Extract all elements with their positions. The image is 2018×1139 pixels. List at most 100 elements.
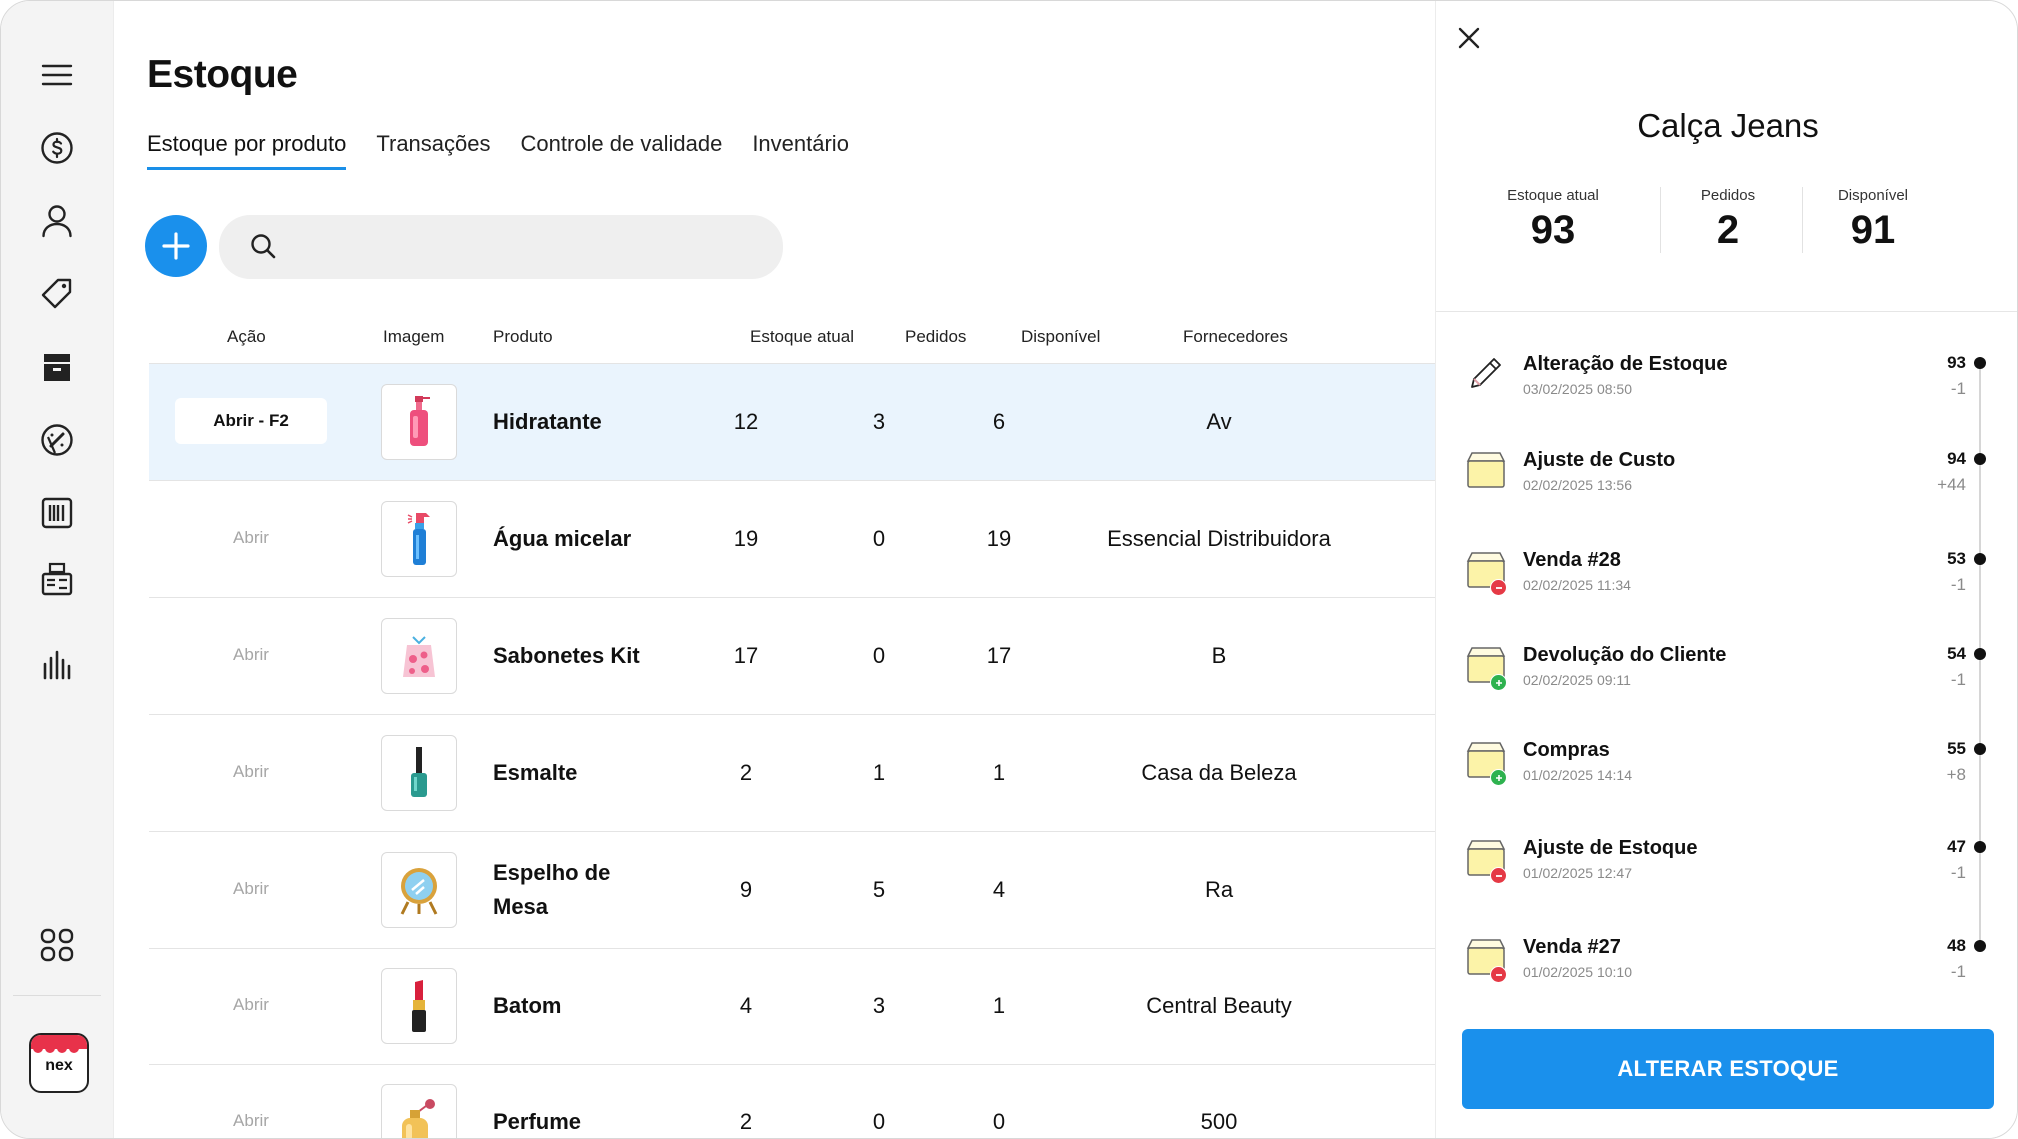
main-content: Estoque Estoque por produto Transações C… xyxy=(113,1,1435,1138)
table-row[interactable]: Abrir Perfume 2 0 0 500 xyxy=(149,1064,1435,1138)
available-value: 17 xyxy=(986,643,1012,668)
available-value: 4 xyxy=(992,877,1006,902)
available-value: 19 xyxy=(986,526,1012,551)
orders-value: 3 xyxy=(872,409,886,434)
perfume-icon xyxy=(381,1084,457,1138)
user-icon[interactable] xyxy=(37,201,77,241)
box-icon[interactable] xyxy=(37,347,77,387)
product-name: Sabonetes Kit xyxy=(493,643,640,668)
stat-disponivel: Disponível 91 xyxy=(1786,187,1960,253)
apps-icon[interactable] xyxy=(37,925,77,965)
timeline-item[interactable]: Ajuste de Custo 02/02/2025 13:56 94 +44 xyxy=(1436,449,2017,519)
table-row[interactable]: Abrir Esmalte 2 1 1 Casa da Beleza xyxy=(149,715,1435,832)
product-name: Esmalte xyxy=(493,760,578,785)
tab-estoque-por-produto[interactable]: Estoque por produto xyxy=(147,131,347,170)
stat-value: 91 xyxy=(1850,208,1896,252)
supplier-value: Casa da Beleza xyxy=(1141,760,1297,785)
stat-value: 2 xyxy=(1716,208,1740,252)
stat-value: 93 xyxy=(1530,208,1576,252)
menu-icon[interactable] xyxy=(37,55,77,95)
lotion-bottle-icon xyxy=(381,384,457,460)
table-row[interactable]: Abrir Espelho de Mesa 9 5 4 Ra xyxy=(149,832,1435,949)
search-input[interactable] xyxy=(219,215,783,279)
timeline-title: Compras xyxy=(1523,739,1610,761)
timeline-item[interactable]: Devolução do Cliente 02/02/2025 09:11 54… xyxy=(1436,644,2017,714)
product-detail-panel: Calça Jeans Estoque atual 93 Pedidos 2 D… xyxy=(1435,1,2017,1138)
col-fornecedores: Fornecedores xyxy=(1183,327,1288,346)
orders-value: 3 xyxy=(872,993,886,1018)
open-button[interactable]: Abrir - F2 xyxy=(175,398,327,444)
timeline-dot xyxy=(1974,743,1986,755)
col-imagem: Imagem xyxy=(383,327,445,346)
close-icon[interactable] xyxy=(1458,27,1480,54)
dollar-icon[interactable] xyxy=(37,128,77,168)
page-title: Estoque xyxy=(147,53,298,96)
timeline-title: Alteração de Estoque xyxy=(1523,353,1728,375)
timeline-item[interactable]: Ajuste de Estoque 01/02/2025 12:47 47 -1 xyxy=(1436,837,2017,907)
sidebar-divider xyxy=(13,995,101,996)
timeline-dot xyxy=(1974,453,1986,465)
timeline-balance: 47 xyxy=(1947,837,1966,856)
timeline-item[interactable]: Compras 01/02/2025 14:14 55 +8 xyxy=(1436,739,2017,809)
timeline-title: Venda #27 xyxy=(1523,936,1621,958)
orders-value: 0 xyxy=(872,643,886,668)
tab-transacoes[interactable]: Transações xyxy=(376,131,491,156)
sidebar: nex xyxy=(1,1,114,1138)
open-button[interactable]: Abrir xyxy=(233,528,269,547)
tab-controle-de-validade[interactable]: Controle de validade xyxy=(520,131,723,156)
table-row[interactable]: Abrir - F2 Hidratante 12 3 6 Av xyxy=(149,364,1435,481)
mirror-icon xyxy=(381,852,457,928)
open-button[interactable]: Abrir xyxy=(233,995,269,1014)
stock-value: 4 xyxy=(739,993,753,1018)
timeline-delta: +44 xyxy=(1937,475,1966,494)
table-row[interactable]: Abrir Batom 4 3 1 Central Beauty xyxy=(149,948,1435,1065)
timeline-delta: +8 xyxy=(1946,765,1966,784)
discount-icon[interactable] xyxy=(37,420,77,460)
soap-kit-icon xyxy=(381,618,457,694)
open-button[interactable]: Abrir xyxy=(233,762,269,781)
timeline-item[interactable]: Venda #28 02/02/2025 11:34 53 -1 xyxy=(1436,549,2017,619)
stock-value: 19 xyxy=(733,526,759,551)
tag-icon[interactable] xyxy=(37,274,77,314)
col-pedidos: Pedidos xyxy=(905,327,967,346)
timeline-title: Devolução do Cliente xyxy=(1523,644,1727,666)
table-row[interactable]: Abrir Sabonetes Kit 17 0 17 B xyxy=(149,598,1435,715)
nex-logo[interactable]: nex xyxy=(29,1033,89,1093)
plus-badge-icon xyxy=(1490,769,1507,786)
pencil-icon xyxy=(1466,353,1506,397)
add-button[interactable] xyxy=(145,215,207,277)
panel-divider xyxy=(1436,311,2017,312)
orders-value: 5 xyxy=(872,877,886,902)
box-icon xyxy=(1466,449,1506,493)
timeline-delta: -1 xyxy=(1950,575,1966,594)
supplier-value: Central Beauty xyxy=(1146,993,1292,1018)
timeline-dot xyxy=(1974,357,1986,369)
minus-badge-icon xyxy=(1490,867,1507,884)
barcode-icon[interactable] xyxy=(37,493,77,533)
timeline-date: 01/02/2025 12:47 xyxy=(1523,865,1632,881)
timeline-balance: 53 xyxy=(1947,549,1966,568)
timeline-balance: 94 xyxy=(1947,449,1966,468)
register-icon[interactable] xyxy=(37,559,77,599)
logo-text: nex xyxy=(45,1057,73,1074)
plus-icon xyxy=(162,232,190,260)
alterar-estoque-button[interactable]: ALTERAR ESTOQUE xyxy=(1462,1029,1994,1109)
supplier-value: 500 xyxy=(1200,1109,1238,1134)
chart-icon[interactable] xyxy=(37,645,77,685)
open-button[interactable]: Abrir xyxy=(233,1111,269,1130)
supplier-value: Ra xyxy=(1204,877,1234,902)
tab-inventario[interactable]: Inventário xyxy=(752,131,849,156)
product-name: Água micelar xyxy=(493,526,632,551)
table-row[interactable]: Abrir Água micelar 19 0 19 Essencial Dis… xyxy=(149,481,1435,598)
col-acao: Ação xyxy=(227,327,266,346)
lipstick-icon xyxy=(381,968,457,1044)
open-button[interactable]: Abrir xyxy=(233,645,269,664)
timeline-date: 01/02/2025 14:14 xyxy=(1523,767,1632,783)
timeline-item[interactable]: Alteração de Estoque 03/02/2025 08:50 93… xyxy=(1436,353,2017,423)
available-value: 1 xyxy=(992,993,1006,1018)
timeline-dot xyxy=(1974,841,1986,853)
open-button[interactable]: Abrir xyxy=(233,879,269,898)
stock-value: 17 xyxy=(733,643,759,668)
timeline-item[interactable]: Venda #27 01/02/2025 10:10 48 -1 xyxy=(1436,936,2017,1006)
timeline-title: Ajuste de Estoque xyxy=(1523,837,1698,859)
